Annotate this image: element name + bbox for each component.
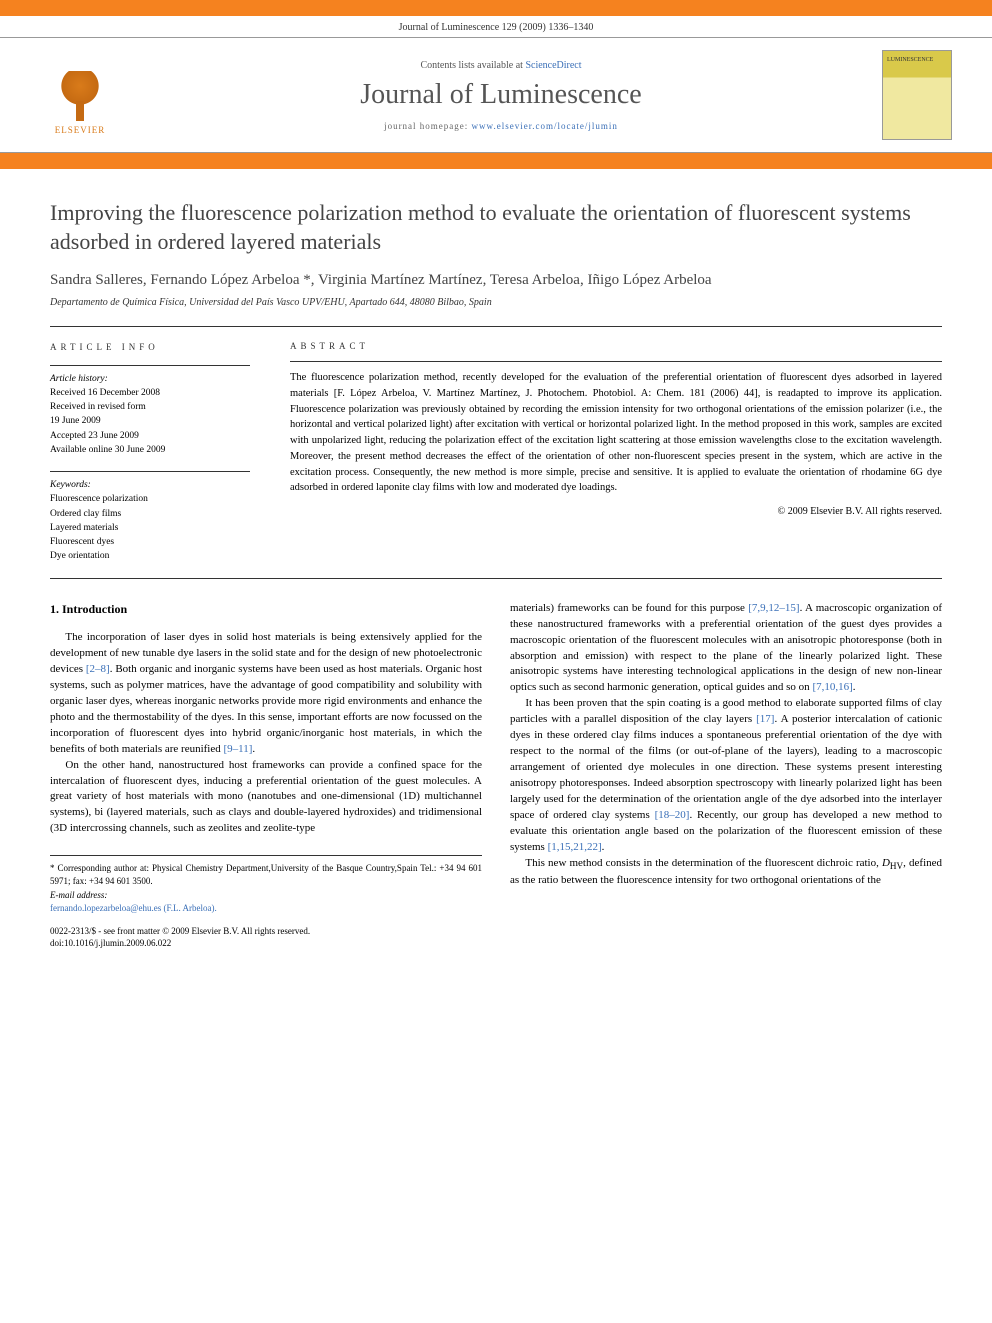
- article-info-label: ARTICLE INFO: [50, 341, 250, 355]
- doi-line: doi:10.1016/j.jlumin.2009.06.022: [50, 937, 482, 950]
- abstract-column: ABSTRACT The fluorescence polarization m…: [290, 341, 942, 564]
- article-body: 1. Introduction The incorporation of las…: [50, 601, 942, 950]
- citation-link[interactable]: [7,9,12–15]: [748, 602, 799, 614]
- citation-link[interactable]: [9–11]: [224, 743, 253, 755]
- corr-author-text: * Corresponding author at: Physical Chem…: [50, 862, 482, 887]
- bottom-orange-bar: [0, 153, 992, 169]
- citation-link[interactable]: [18–20]: [655, 809, 690, 821]
- info-abstract-row: ARTICLE INFO Article history: Received 1…: [50, 326, 942, 579]
- doi-block: 0022-2313/$ - see front matter © 2009 El…: [50, 925, 482, 950]
- journal-title: Journal of Luminescence: [140, 79, 862, 111]
- issn-line: 0022-2313/$ - see front matter © 2009 El…: [50, 925, 482, 938]
- keyword: Layered materials: [50, 521, 250, 535]
- citation-link[interactable]: [7,10,16]: [812, 681, 852, 693]
- email-link[interactable]: fernando.lopezarbeloa@ehu.es (F.L. Arbel…: [50, 903, 217, 913]
- masthead-center: Contents lists available at ScienceDirec…: [140, 60, 862, 131]
- author-list: Sandra Salleres, Fernando López Arbeloa …: [50, 270, 942, 291]
- contents-available-line: Contents lists available at ScienceDirec…: [140, 60, 862, 71]
- citation-link[interactable]: [2–8]: [86, 663, 110, 675]
- body-paragraph: The incorporation of laser dyes in solid…: [50, 630, 482, 758]
- homepage-line: journal homepage: www.elsevier.com/locat…: [140, 121, 862, 131]
- keyword: Fluorescent dyes: [50, 535, 250, 549]
- received-date: Received 16 December 2008: [50, 386, 250, 400]
- corresponding-author-footnote: * Corresponding author at: Physical Chem…: [50, 855, 482, 914]
- homepage-prefix: journal homepage:: [384, 121, 471, 131]
- abstract-label: ABSTRACT: [290, 341, 942, 351]
- top-orange-bar: [0, 0, 992, 16]
- elsevier-tree-icon: [50, 71, 110, 121]
- article-info-column: ARTICLE INFO Article history: Received 1…: [50, 341, 250, 564]
- body-paragraph: materials) frameworks can be found for t…: [510, 601, 942, 697]
- journal-cover-thumbnail: [882, 50, 952, 140]
- abstract-copyright: © 2009 Elsevier B.V. All rights reserved…: [290, 506, 942, 517]
- sciencedirect-link[interactable]: ScienceDirect: [525, 60, 581, 71]
- citation-link[interactable]: [1,15,21,22]: [548, 841, 602, 853]
- contents-prefix: Contents lists available at: [420, 60, 525, 71]
- masthead: ELSEVIER Contents lists available at Sci…: [0, 37, 992, 153]
- keywords-heading: Keywords:: [50, 478, 250, 492]
- keyword: Dye orientation: [50, 549, 250, 563]
- article-title: Improving the fluorescence polarization …: [50, 199, 942, 256]
- accepted-date: Accepted 23 June 2009: [50, 429, 250, 443]
- affiliation: Departamento de Química Física, Universi…: [50, 297, 942, 308]
- homepage-link[interactable]: www.elsevier.com/locate/jlumin: [472, 121, 618, 131]
- body-paragraph: On the other hand, nanostructured host f…: [50, 758, 482, 838]
- history-heading: Article history:: [50, 372, 250, 386]
- email-label: E-mail address:: [50, 889, 482, 902]
- running-header: Journal of Luminescence 129 (2009) 1336–…: [0, 16, 992, 37]
- body-paragraph: This new method consists in the determin…: [510, 856, 942, 889]
- abstract-text: The fluorescence polarization method, re…: [290, 370, 942, 496]
- elsevier-logo: ELSEVIER: [40, 55, 120, 135]
- elsevier-wordmark: ELSEVIER: [55, 125, 106, 135]
- section-heading-intro: 1. Introduction: [50, 601, 482, 618]
- body-paragraph: It has been proven that the spin coating…: [510, 696, 942, 855]
- keyword: Ordered clay films: [50, 507, 250, 521]
- keyword: Fluorescence polarization: [50, 492, 250, 506]
- citation-link[interactable]: [17]: [756, 713, 774, 725]
- online-date: Available online 30 June 2009: [50, 443, 250, 457]
- revised-line1: Received in revised form: [50, 400, 250, 414]
- revised-line2: 19 June 2009: [50, 414, 250, 428]
